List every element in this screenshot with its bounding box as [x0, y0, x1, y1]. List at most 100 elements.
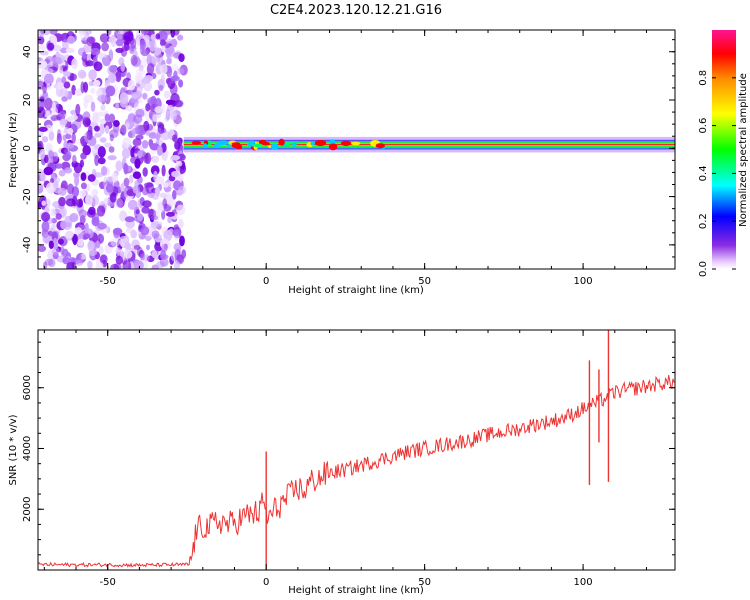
noise-blob [97, 157, 106, 165]
noise-blob [90, 101, 96, 112]
noise-blob [69, 72, 75, 82]
noise-blob [107, 155, 117, 161]
colorbar-tick-label: 0.0 [698, 261, 709, 277]
x-tick-label: 100 [574, 276, 593, 287]
x-tick-label: -50 [100, 276, 116, 287]
noise-blob [152, 113, 157, 122]
noise-blob [38, 106, 46, 119]
noise-blob [88, 249, 98, 256]
noise-blob [151, 54, 160, 65]
y-tick-label: 20 [22, 94, 33, 107]
noise-blob [132, 138, 142, 147]
noise-blob [121, 148, 131, 159]
noise-blob [43, 97, 53, 110]
x-tick-label: 50 [418, 577, 431, 588]
noise-blob [74, 227, 82, 235]
noise-blob [152, 155, 159, 164]
noise-blob [64, 147, 70, 156]
noise-blob [133, 260, 144, 269]
noise-blob [45, 83, 51, 91]
noise-blob [58, 169, 66, 177]
noise-blob [94, 125, 100, 132]
noise-blob [115, 47, 124, 54]
noise-blob [91, 114, 101, 125]
noise-blob [176, 254, 183, 263]
noise-blob [55, 213, 62, 220]
noise-blob [154, 89, 160, 96]
noise-blob [178, 186, 187, 194]
snr-ylabel: SNR (10 * v/v) [8, 414, 19, 485]
noise-blob [163, 182, 169, 188]
noise-blob [167, 216, 172, 224]
noise-blob [115, 39, 124, 47]
noise-blob [130, 54, 138, 66]
noise-blob [53, 180, 59, 189]
colorbar-tick-label: 0.4 [698, 165, 709, 181]
noise-blob [170, 155, 181, 161]
noise-blob [135, 37, 141, 47]
noise-blob [124, 240, 130, 250]
noise-blob [141, 56, 147, 68]
noise-blob [174, 99, 184, 108]
noise-blob [105, 125, 110, 134]
noise-blob [143, 254, 150, 262]
noise-blob [38, 182, 44, 194]
noise-blob [97, 146, 106, 158]
x-tick-label: 0 [263, 276, 269, 287]
noise-blob [171, 38, 178, 48]
noise-blob [79, 32, 88, 41]
snr-background [38, 330, 675, 570]
colorbar-tick-label: 0.2 [698, 213, 709, 229]
noise-blob [141, 49, 149, 57]
noise-blob [39, 149, 46, 160]
snr-ticks: -50 0 50 100 2000 4000 6000 [22, 330, 675, 588]
noise-blob [94, 132, 102, 138]
noise-blob [58, 66, 64, 74]
noise-blob [167, 199, 176, 207]
noise-blob [178, 218, 184, 229]
noise-blob [41, 200, 46, 206]
noise-blob [171, 171, 180, 178]
noise-blob [67, 127, 74, 135]
noise-blob [99, 122, 105, 135]
noise-blob [56, 81, 64, 91]
noise-blob [110, 237, 121, 247]
noise-blob [154, 176, 165, 187]
spectrogram-frame [37, 29, 676, 270]
signal-blob [375, 143, 385, 149]
noise-blob [157, 204, 165, 213]
y-tick-label: 0 [22, 145, 33, 151]
noise-blob [43, 166, 54, 176]
signal-blob [314, 139, 327, 147]
noise-blob [41, 212, 51, 222]
noise-blob [142, 92, 148, 100]
noise-blob [135, 67, 146, 75]
noise-blob [154, 106, 164, 114]
noise-blob [159, 192, 167, 199]
noise-blob [151, 230, 160, 239]
noise-blob [100, 118, 107, 125]
noise-blob [178, 53, 185, 63]
noise-blob [177, 34, 184, 41]
y-tick-label: 6000 [22, 375, 33, 400]
noise-blob [142, 200, 152, 208]
noise-blob [149, 40, 157, 52]
noise-blob [110, 263, 120, 269]
noise-blob [44, 258, 54, 266]
noise-blob [99, 137, 107, 143]
noise-blob [112, 227, 123, 236]
noise-blob [91, 216, 100, 227]
noise-blob [99, 254, 108, 264]
signal-blob [246, 143, 256, 147]
noise-blob [62, 71, 72, 77]
noise-blob [80, 172, 87, 182]
snr-line-layer [38, 330, 675, 568]
noise-blob [145, 103, 151, 112]
noise-blob [42, 233, 51, 244]
noise-blob [52, 44, 62, 52]
noise-blob [158, 30, 168, 42]
noise-blob [155, 133, 161, 141]
noise-blob [115, 247, 122, 255]
noise-blob [140, 226, 150, 236]
